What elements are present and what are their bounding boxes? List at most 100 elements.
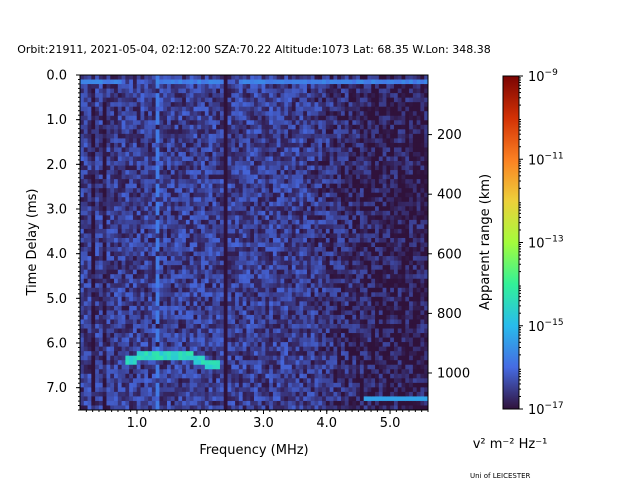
heatmap-cell — [219, 342, 225, 348]
heatmap-cell — [155, 174, 160, 180]
heatmap-cell — [148, 215, 153, 221]
heatmap-cell — [318, 102, 323, 108]
heatmap-cell — [155, 269, 160, 275]
heatmap-cell — [148, 111, 153, 117]
heatmap-cell — [284, 333, 289, 338]
heatmap-cell — [306, 75, 312, 80]
heatmap-cell — [322, 342, 327, 348]
heatmap-cell — [231, 364, 236, 370]
heatmap-cell — [276, 305, 281, 311]
heatmap-cell — [257, 351, 262, 357]
heatmap-cell — [102, 138, 107, 144]
heatmap-cell — [231, 224, 236, 230]
heatmap-cell — [303, 396, 308, 402]
heatmap-cell — [189, 256, 194, 262]
heatmap-cell — [299, 287, 304, 293]
heatmap-cell — [314, 378, 319, 384]
heatmap-cell — [288, 228, 293, 234]
heatmap-cell — [129, 219, 134, 225]
heatmap-cell — [155, 133, 160, 139]
heatmap-cell — [227, 206, 232, 212]
heatmap-cell — [280, 260, 285, 266]
heatmap-cell — [83, 120, 88, 126]
heatmap-cell — [136, 405, 141, 411]
heatmap-cell — [265, 129, 270, 135]
heatmap-cell — [163, 242, 168, 248]
heatmap-cell — [303, 115, 308, 121]
heatmap-cell — [132, 142, 138, 148]
heatmap-cell — [132, 133, 138, 139]
heatmap-cell — [98, 310, 104, 316]
heatmap-cell — [291, 147, 297, 153]
heatmap-cell — [280, 319, 285, 325]
heatmap-cell — [91, 387, 96, 393]
heatmap-cell — [204, 378, 210, 384]
heatmap-cell — [182, 228, 187, 234]
heatmap-cell — [219, 364, 225, 370]
heatmap-cell — [121, 333, 126, 338]
heatmap-cell — [303, 260, 308, 266]
heatmap-cell — [189, 405, 194, 411]
heatmap-cell — [151, 237, 157, 243]
heatmap-cell — [102, 337, 107, 343]
heatmap-cell — [257, 79, 262, 85]
heatmap-cell — [102, 75, 107, 80]
heatmap-cell — [325, 124, 331, 130]
heatmap-cell — [219, 215, 225, 221]
heatmap-cell — [280, 174, 285, 180]
heatmap-cell — [148, 274, 153, 280]
heatmap-cell — [306, 120, 312, 126]
heatmap-cell — [151, 283, 157, 289]
heatmap-cell — [148, 283, 153, 289]
heatmap-cell — [231, 287, 236, 293]
heatmap-cell — [284, 192, 289, 198]
heatmap-cell — [197, 283, 202, 289]
heatmap-cell — [269, 133, 274, 139]
heatmap-cell — [98, 319, 104, 325]
heatmap-cell — [306, 382, 312, 388]
heatmap-cell — [80, 391, 85, 397]
heatmap-cell — [299, 88, 304, 94]
heatmap-cell — [148, 201, 153, 207]
heatmap-cell — [136, 93, 141, 99]
heatmap-cell — [197, 346, 202, 352]
heatmap-cell — [242, 251, 247, 257]
heatmap-cell — [261, 75, 266, 80]
heatmap-cell — [310, 283, 315, 289]
heatmap-cell — [80, 405, 85, 411]
heatmap-cell — [125, 292, 130, 298]
heatmap-cell — [170, 84, 175, 89]
heatmap-cell — [136, 387, 141, 393]
heatmap-cell — [140, 206, 145, 212]
heatmap-cell — [303, 278, 308, 284]
heatmap-cell — [250, 278, 255, 284]
heatmap-cell — [310, 396, 315, 402]
heatmap-cell — [227, 97, 232, 103]
heatmap-cell — [329, 237, 334, 243]
heatmap-cell — [303, 337, 308, 343]
heatmap-cell — [151, 242, 157, 248]
heatmap-cell — [80, 274, 85, 280]
heatmap-cell — [140, 75, 145, 80]
heatmap-cell — [155, 387, 160, 393]
heatmap-cell — [238, 242, 244, 248]
heatmap-cell — [288, 351, 293, 357]
heatmap-cell — [261, 138, 266, 144]
heatmap-cell — [136, 111, 141, 117]
heatmap-cell — [83, 305, 88, 311]
heatmap-cell — [272, 405, 278, 411]
heatmap-cell — [269, 129, 274, 135]
heatmap-cell — [269, 400, 274, 406]
heatmap-cell — [170, 192, 175, 198]
heatmap-cell — [284, 97, 289, 103]
heatmap-cell — [132, 224, 138, 230]
heatmap-cell — [295, 233, 300, 239]
heatmap-cell — [193, 287, 198, 293]
heatmap-cell — [185, 84, 191, 89]
heatmap-cell — [106, 305, 111, 311]
heatmap-cell — [238, 337, 244, 343]
heatmap-cell — [238, 93, 244, 99]
heatmap-cell — [129, 292, 134, 298]
heatmap-cell — [265, 373, 270, 379]
heatmap-cell — [197, 129, 202, 135]
